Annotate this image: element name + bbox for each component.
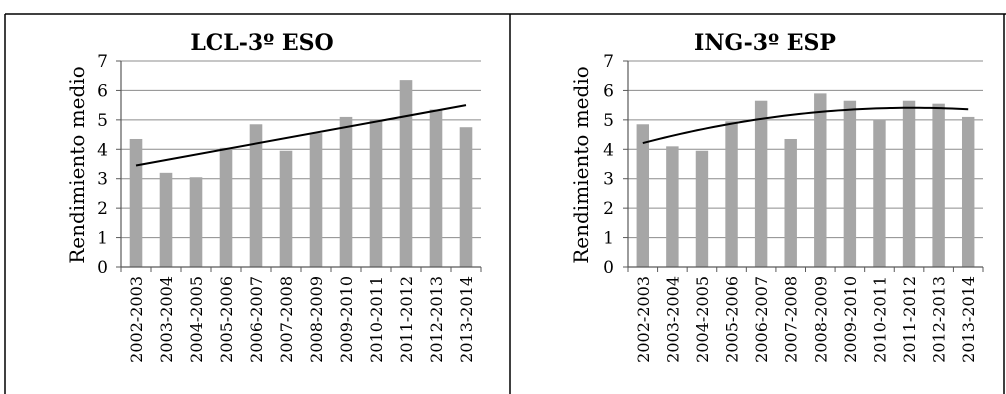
x-tick-label: 2005-2006 xyxy=(217,276,236,363)
x-tick-label: 2013-2014 xyxy=(457,276,476,363)
bar-2004-2005 xyxy=(189,177,203,267)
y-tick-label: 3 xyxy=(97,170,108,190)
x-tick-label: 2011-2012 xyxy=(397,276,416,363)
x-tick-label: 2007-2008 xyxy=(277,276,296,363)
bar-2007-2008 xyxy=(784,138,797,267)
trendline xyxy=(135,104,467,167)
bar-2006-2007 xyxy=(754,100,768,267)
bar-2011-2012 xyxy=(902,100,916,267)
x-tick-label: 2010-2011 xyxy=(367,276,386,363)
chart-lcl: LCL-3º ESO Rendimiento medio 0 1 2 3 4 5 6 7 2002-… xyxy=(65,30,482,363)
bar-2011-2012 xyxy=(399,80,413,267)
x-tick-label: 2009-2010 xyxy=(841,276,860,363)
x-tick-label: 2006-2007 xyxy=(752,276,771,363)
y-tick-label: 7 xyxy=(97,52,108,72)
x-tick-label: 2010-2011 xyxy=(870,276,889,363)
y-tick-label: 4 xyxy=(603,140,614,160)
bar-2013-2014 xyxy=(961,116,975,268)
bar-2002-2003 xyxy=(636,124,650,268)
x-tick-label: 2012-2013 xyxy=(930,276,949,363)
chart-title: ING-3º ESP xyxy=(694,30,836,56)
trendline xyxy=(642,106,969,145)
x-tick-label: 2002-2003 xyxy=(634,276,653,363)
x-tick-label: 2005-2006 xyxy=(723,276,742,363)
bar-2008-2009 xyxy=(814,93,827,267)
bar-2008-2009 xyxy=(309,133,323,267)
x-tick-label: 2011-2012 xyxy=(900,276,919,363)
bar-2004-2005 xyxy=(695,150,709,267)
bar-2003-2004 xyxy=(159,172,173,267)
x-tick-label: 2008-2009 xyxy=(811,276,830,363)
y-tick-label: 0 xyxy=(97,258,108,278)
y-tick-label: 4 xyxy=(97,140,108,160)
bar-2010-2011 xyxy=(369,119,383,267)
bar-2005-2006 xyxy=(725,121,738,267)
x-tick-label: 2012-2013 xyxy=(427,276,446,363)
bar-2005-2006 xyxy=(219,147,233,267)
x-tick-label: 2004-2005 xyxy=(693,276,712,363)
y-tick-label: 6 xyxy=(97,81,108,101)
bar-2010-2011 xyxy=(873,119,886,267)
y-axis-label: Rendimiento medio xyxy=(65,66,89,264)
y-tick-label: 2 xyxy=(97,199,108,219)
bar-2007-2008 xyxy=(279,150,293,267)
y-tick-label: 5 xyxy=(603,111,614,131)
x-tick-label: 2008-2009 xyxy=(307,276,326,363)
x-tick-label: 2007-2008 xyxy=(782,276,801,363)
y-tick-label: 5 xyxy=(97,111,108,131)
y-tick-label: 2 xyxy=(603,199,614,219)
bar-2012-2013 xyxy=(932,103,945,268)
x-tick-label: 2009-2010 xyxy=(337,276,356,363)
bar-2002-2003 xyxy=(129,138,143,267)
bar-2012-2013 xyxy=(429,109,443,267)
bar-2009-2010 xyxy=(339,116,353,268)
bar-2006-2007 xyxy=(249,124,263,268)
y-axis-label: Rendimiento medio xyxy=(569,66,593,264)
bar-2009-2010 xyxy=(843,100,857,267)
chart-title: LCL-3º ESO xyxy=(190,30,333,56)
bar-2003-2004 xyxy=(666,146,679,267)
x-tick-label: 2003-2004 xyxy=(663,276,682,363)
bar-2013-2014 xyxy=(459,127,473,267)
y-tick-label: 7 xyxy=(603,52,614,72)
x-tick-label: 2002-2003 xyxy=(127,276,146,363)
y-tick-label: 6 xyxy=(603,81,614,101)
x-tick-label: 2004-2005 xyxy=(187,276,206,363)
x-tick-label: 2006-2007 xyxy=(247,276,266,363)
y-tick-label: 3 xyxy=(603,170,614,190)
y-tick-label: 0 xyxy=(603,258,614,278)
chart-ing: ING-3º ESP Rendimiento medio 0 1 2 3 4 5 6 7 2002-… xyxy=(569,30,984,363)
x-tick-label: 2013-2014 xyxy=(959,276,978,363)
y-tick-label: 1 xyxy=(603,229,614,249)
y-tick-label: 1 xyxy=(97,229,108,249)
x-tick-label: 2003-2004 xyxy=(157,276,176,363)
